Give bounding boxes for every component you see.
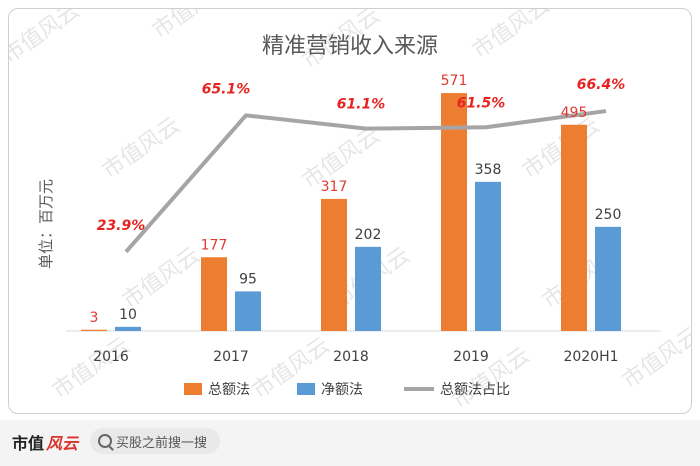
label-net-2017: 95	[239, 271, 257, 287]
legend-label-0: 总额法	[208, 382, 250, 398]
bar-gross-2018	[321, 198, 347, 331]
watermark-text-11: 市值风云	[48, 333, 134, 404]
legend-label-2: 总额法占比	[440, 382, 510, 398]
brand-text: 市值	[12, 434, 45, 453]
brand-script: 风云	[46, 434, 79, 453]
search-icon	[98, 434, 112, 448]
bar-net-2018	[355, 246, 381, 331]
bar-net-2016	[115, 326, 141, 331]
legend: 总额法 净额法 总额法占比	[184, 382, 510, 398]
label-net-2018: 202	[355, 227, 382, 243]
footer-bar: 市值 风云 买股之前搜一搜	[0, 420, 700, 466]
ratio-line-group	[124, 109, 607, 254]
watermark-text-7: 市值风云	[118, 243, 204, 314]
bar-net-2019	[475, 181, 501, 331]
ratio-label-2017: 65.1%	[202, 81, 251, 97]
label-net-2020h1: 250	[595, 207, 622, 223]
watermark-text-0: 市值风云	[9, 9, 85, 69]
brand-logo: 市值 风云	[12, 430, 78, 454]
legend-swatch-1	[297, 383, 315, 395]
ratio-label-2020h1: 66.4%	[577, 77, 626, 93]
chart-title: 精准营销收入来源	[262, 34, 438, 59]
data-labels-group: 3 177 317 571 495 10 95 202 358 250 23.9% 65.1% 61.1…	[90, 73, 626, 326]
watermark-text-10: 市值风云	[618, 323, 691, 394]
label-gross-2019: 571	[441, 73, 468, 89]
watermark-text-4: 市值风云	[98, 113, 184, 184]
bar-gross-2017	[201, 257, 227, 331]
label-gross-2018: 317	[321, 179, 348, 195]
label-gross-2016: 3	[90, 310, 99, 326]
y-axis-label: 单位：百万元	[37, 179, 55, 269]
bar-gross-2019	[441, 93, 467, 331]
watermark-text-1: 市值风云	[148, 9, 234, 44]
label-gross-2017: 177	[201, 237, 228, 253]
chart-frame: 市值风云 市值风云 市值风云 市值风云 市值风云 市值风云 市值风云 市值风云 市值风云 市值风云…	[8, 8, 692, 414]
search-box[interactable]: 买股之前搜一搜	[90, 428, 220, 454]
x-tick-labels: 2016 2017 2018 2019 2020H1	[93, 349, 618, 365]
watermark-text-3: 市值风云	[468, 9, 554, 64]
bars-group	[81, 93, 621, 331]
x-tick-2016: 2016	[93, 349, 129, 365]
bar-gross-2016	[81, 329, 107, 331]
x-tick-2020h1: 2020H1	[563, 349, 618, 365]
legend-label-1: 净额法	[321, 382, 363, 398]
ratio-label-2016: 23.9%	[97, 218, 146, 234]
bar-net-2020h1	[595, 226, 621, 331]
legend-swatch-0	[184, 383, 202, 395]
bar-net-2017	[235, 291, 261, 331]
x-tick-2019: 2019	[453, 349, 489, 365]
label-net-2019: 358	[475, 162, 502, 178]
ratio-label-2018: 61.1%	[337, 97, 386, 113]
x-tick-2018: 2018	[333, 349, 369, 365]
search-placeholder: 买股之前搜一搜	[116, 436, 208, 451]
bar-gross-2020h1	[561, 124, 587, 331]
label-gross-2020h1: 495	[561, 105, 588, 121]
label-net-2016: 10	[119, 307, 137, 323]
ratio-label-2019: 61.5%	[457, 95, 506, 111]
x-tick-2017: 2017	[213, 349, 249, 365]
